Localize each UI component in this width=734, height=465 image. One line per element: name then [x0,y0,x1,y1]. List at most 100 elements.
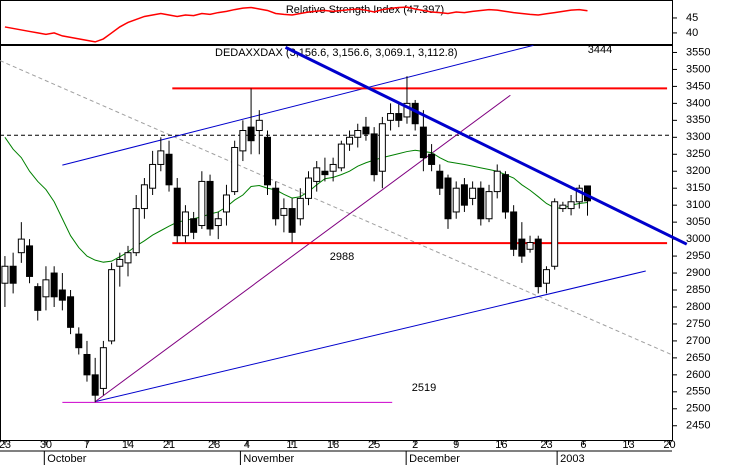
y-tick-label: 2450 [686,420,710,432]
trend-line [0,60,673,356]
candle-body [198,180,206,227]
y-tick-label: 2700 [686,335,710,347]
candle-body [99,347,107,389]
candle-body [272,187,280,220]
candle-body [510,211,518,250]
y-tick-label: 2600 [686,369,710,381]
candle-body [140,184,148,210]
y-tick-label: 2500 [686,403,710,415]
y-tick-label: 3500 [686,63,710,75]
candle-body [428,153,436,165]
chart-title: DEDAXXDAX (3,156.6, 3,156.6, 3,069.1, 3,… [215,47,458,59]
level-label: 2519 [412,382,436,394]
candle-body [173,187,181,237]
candle-body [493,170,501,193]
candle-body [501,174,509,213]
candle-body [346,136,354,145]
candle-body [477,187,485,220]
y-tick-label: 3250 [686,148,710,160]
candle-body [190,218,198,233]
x-tick-label: 4 [244,439,250,451]
candle-body [247,126,255,142]
x-tick-label: 23 [0,439,11,451]
candle-body [83,353,91,376]
candle-body [58,289,66,301]
candle-body [255,119,263,132]
candle-body [9,265,17,284]
y-tick-label: 3400 [686,97,710,109]
rsi-line [4,6,588,43]
x-tick-label: 9 [453,439,459,451]
x-tick-label: 14 [122,439,134,451]
y-tick-label: 3350 [686,114,710,126]
trend-line [62,44,534,166]
candle-body [108,269,116,342]
candle-body [296,197,304,220]
candle-body [452,187,460,213]
candle-body [181,211,189,237]
x-tick-label: 2 [412,439,418,451]
candle-body [575,187,583,203]
month-label: November [243,453,294,465]
candle-body [214,218,222,227]
x-tick-label: 18 [327,439,339,451]
level-label: 2988 [330,251,354,263]
y-tick-label: 3550 [686,46,710,58]
trend-line [94,94,511,403]
candle-body [17,238,25,254]
candle-body [419,126,427,159]
candle-body [444,177,452,220]
candle-body [329,163,337,172]
y-tick-label: 3300 [686,131,710,143]
candle-body [559,204,567,210]
candle-body [378,123,386,172]
candle-body [157,150,165,165]
candle-body [526,242,534,250]
rsi-panel [0,0,673,45]
candle-body [149,163,157,189]
candle-body [436,170,444,189]
x-tick-label: 11 [286,439,297,451]
price-panel [0,45,673,441]
y-tick-label: 3200 [686,165,710,177]
y-tick-label: 40 [686,27,698,39]
x-tick-label: 30 [40,439,52,451]
candle-body [395,113,403,121]
level-label: 3444 [588,44,612,56]
x-tick-label: 16 [495,439,507,451]
candle-body [26,245,34,277]
trend-line [284,46,688,246]
y-tick-label: 2850 [686,284,710,296]
y-tick-label: 45 [686,12,698,24]
x-tick-label: 21 [163,439,175,451]
candle-body [206,180,214,230]
x-tick-label: 23 [540,439,552,451]
candle-body [321,170,329,176]
y-tick-label: 2750 [686,318,710,330]
candle-body [280,208,288,216]
candle-body [305,177,313,199]
candle-body [67,296,75,328]
candle-body [165,153,173,186]
candle-body [460,184,468,206]
y-tick-label: 2650 [686,352,710,364]
candle-body [387,113,395,121]
candle-body [518,238,526,257]
x-tick-label: 7 [84,439,90,451]
x-tick-label: 6 [580,439,586,451]
candle-body [354,130,362,138]
candle-body [239,130,247,152]
candle-body [542,269,550,284]
candle-body [50,272,58,298]
candle-body [1,265,9,284]
y-tick-label: 3050 [686,216,710,228]
candle-body [313,167,321,182]
candle-body [222,194,230,213]
candle-body [124,252,132,264]
candle-body [469,187,477,199]
candle-body [231,146,239,193]
moving-average [4,137,588,263]
candle-body [534,238,542,288]
